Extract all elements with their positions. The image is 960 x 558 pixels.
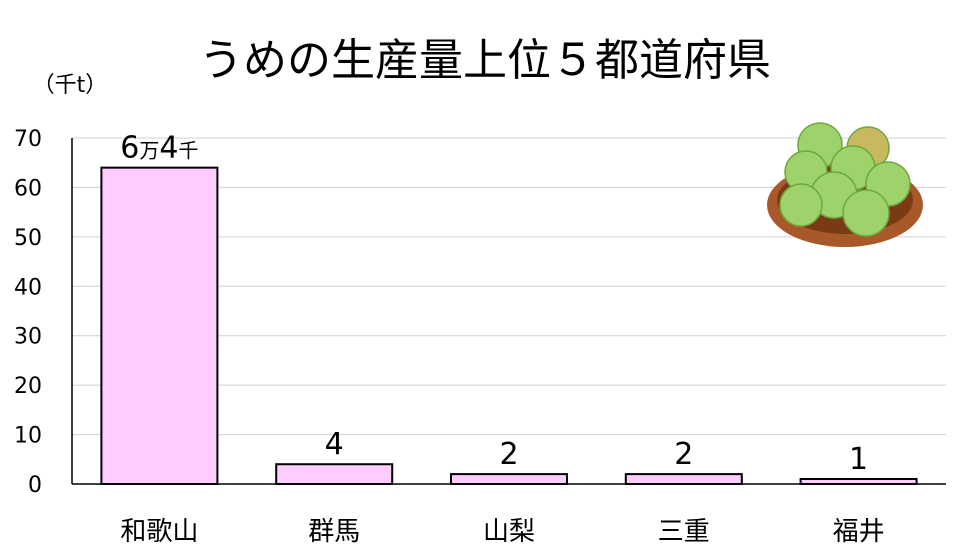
chart-title: うめの生産量上位５都道府県: [199, 35, 771, 86]
ume-basket-icon: [767, 122, 923, 247]
data-label: 1: [849, 442, 868, 477]
y-tick-label: 50: [14, 226, 42, 251]
bar: [100, 166, 219, 486]
data-label: 4: [325, 427, 344, 462]
data-label-part: 6: [120, 131, 139, 166]
data-label: 2: [674, 437, 693, 472]
data-label-part: 1: [849, 442, 868, 477]
category-label: 群馬: [308, 517, 360, 547]
category-label: 三重: [658, 517, 710, 547]
y-tick-label: 0: [28, 473, 42, 498]
data-label: 2: [499, 437, 518, 472]
data-label-part: 4: [159, 131, 178, 166]
y-axis-unit: （千t）: [33, 73, 108, 98]
y-tick-label: 20: [14, 374, 42, 399]
y-tick-label: 30: [14, 325, 42, 350]
data-label: 6万4千: [120, 131, 198, 166]
y-tick-label: 10: [14, 424, 42, 449]
bar: [624, 473, 743, 486]
y-tick-label: 40: [14, 275, 42, 300]
data-label-part: 2: [499, 437, 518, 472]
category-label: 福井: [833, 517, 885, 547]
data-label-part: 2: [674, 437, 693, 472]
y-tick-label: 60: [14, 176, 42, 201]
category-label: 山梨: [483, 517, 535, 547]
y-tick-labels: 0 10 20 30 40 50 60 70: [14, 127, 42, 498]
category-labels: 和歌山 群馬 山梨 三重 福井: [120, 517, 884, 547]
data-label-part: 千: [178, 139, 198, 163]
category-label: 和歌山: [120, 517, 198, 547]
data-label-part: 万: [139, 139, 159, 163]
data-label-part: 4: [325, 427, 344, 462]
bar: [450, 473, 568, 486]
y-tick-label: 70: [14, 127, 42, 152]
bar: [275, 463, 394, 486]
